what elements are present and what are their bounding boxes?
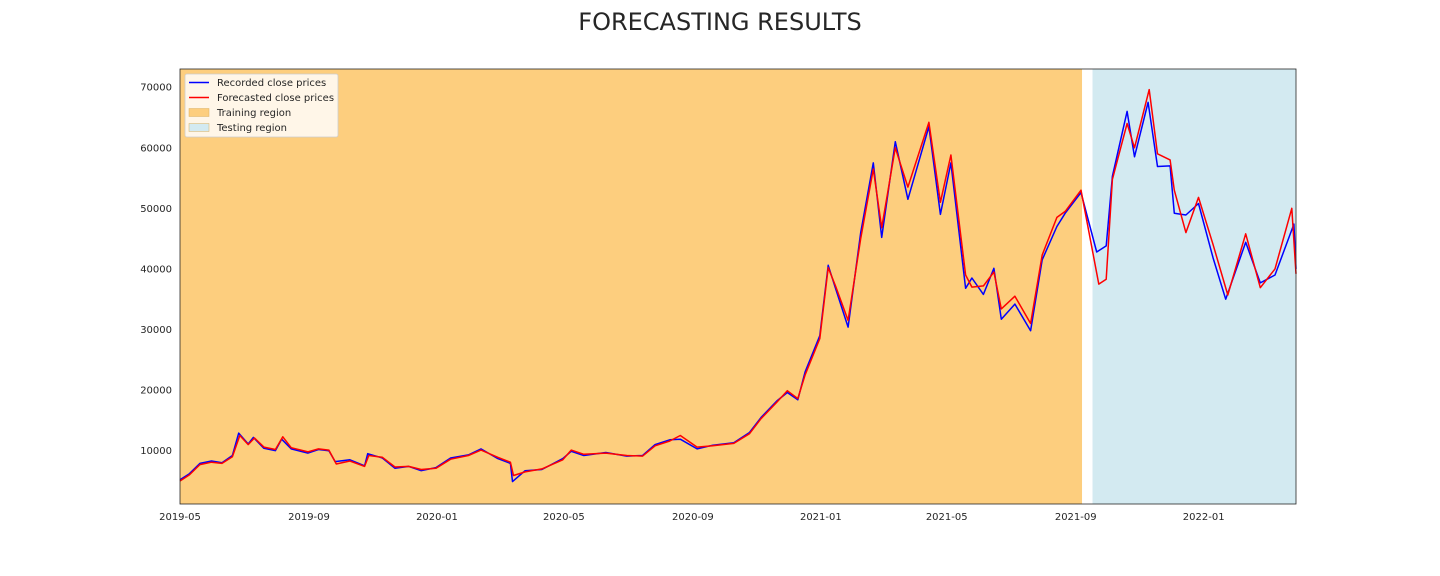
series-layer <box>179 88 1297 483</box>
y-axis: 10000 20000 30000 40000 50000 60000 70000 <box>140 83 172 458</box>
y-tick-label: 20000 <box>140 386 172 397</box>
y-tick-label: 70000 <box>140 83 172 94</box>
x-tick-label: 2020-05 <box>543 512 585 523</box>
plot-frame <box>179 68 1297 505</box>
training-region-legend-label: Training region <box>216 108 291 119</box>
legend: Recorded close prices Forecasted close pr… <box>184 73 339 138</box>
x-tick-label: 2020-09 <box>672 512 714 523</box>
x-tick-label: 2022-01 <box>1183 512 1225 523</box>
recorded-close-prices-legend-label: Recorded close prices <box>217 78 326 89</box>
x-tick-label: 2021-01 <box>800 512 842 523</box>
y-tick-label: 50000 <box>140 204 172 215</box>
y-tick-label: 30000 <box>140 325 172 336</box>
forecasted-close-prices-legend-label: Forecasted close prices <box>217 93 334 104</box>
y-tick-label: 40000 <box>140 264 172 275</box>
x-tick-label: 2019-09 <box>288 512 330 523</box>
x-tick-label: 2021-05 <box>926 512 968 523</box>
x-tick-label: 2020-01 <box>416 512 458 523</box>
y-tick-label: 60000 <box>140 143 172 154</box>
chart-title: FORECASTING RESULTS <box>578 8 862 36</box>
testing-region-band <box>1092 69 1296 504</box>
training-region-legend-swatch <box>188 108 210 117</box>
x-axis: 2019-05 2019-09 2020-01 2020-05 2020-09 2021-… <box>159 512 1224 523</box>
x-tick-label: 2021-09 <box>1055 512 1097 523</box>
forecasted-close-prices-line <box>179 88 1297 482</box>
testing-region-legend-swatch <box>188 123 210 132</box>
testing-region-legend-label: Testing region <box>216 123 287 134</box>
legend-box <box>184 73 339 138</box>
regions-layer <box>180 69 1296 504</box>
x-tick-label: 2019-05 <box>159 512 201 523</box>
y-tick-label: 10000 <box>140 446 172 457</box>
